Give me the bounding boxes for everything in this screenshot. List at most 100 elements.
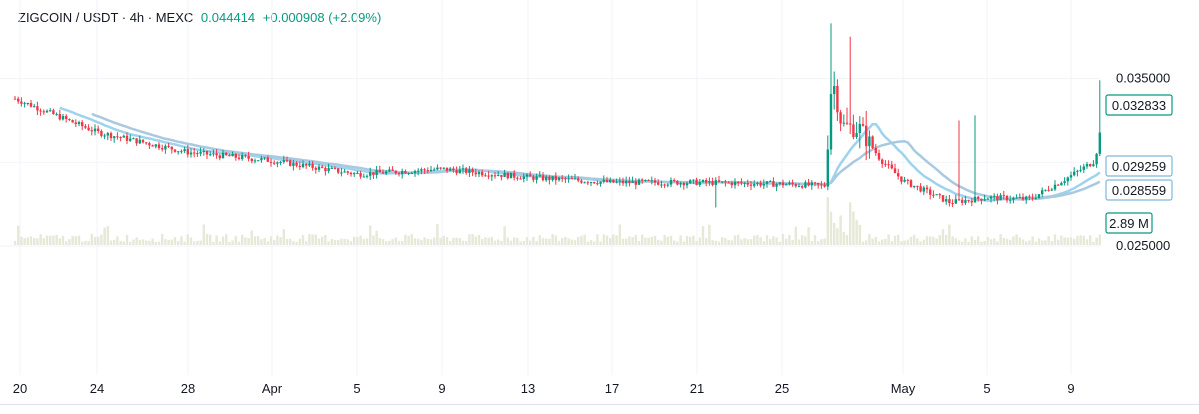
candle-body[interactable] — [250, 158, 253, 162]
candle-body[interactable] — [141, 139, 145, 143]
candle-body[interactable] — [628, 180, 631, 183]
candle-body[interactable] — [311, 163, 314, 168]
candle-body[interactable] — [1060, 182, 1063, 186]
candle-body[interactable] — [1009, 199, 1012, 201]
candle-body[interactable] — [564, 178, 567, 180]
candle-body[interactable] — [845, 122, 849, 124]
candle-body[interactable] — [935, 194, 938, 196]
candle-body[interactable] — [474, 172, 477, 175]
candle-body[interactable] — [660, 184, 663, 186]
candle-body[interactable] — [925, 187, 929, 190]
candle-body[interactable] — [653, 180, 657, 183]
candle-body[interactable] — [721, 181, 724, 183]
candle-body[interactable] — [836, 86, 839, 113]
candle-body[interactable] — [106, 133, 109, 136]
candle-body[interactable] — [429, 169, 433, 172]
candle-body[interactable] — [164, 145, 167, 150]
candle-body[interactable] — [397, 173, 401, 175]
candle-body[interactable] — [682, 182, 685, 186]
candle-body[interactable] — [637, 179, 641, 185]
candle-body[interactable] — [743, 182, 746, 184]
candle-body[interactable] — [1053, 184, 1057, 190]
candle-body[interactable] — [580, 180, 583, 183]
candle-body[interactable] — [727, 182, 730, 184]
candle-body[interactable] — [17, 98, 20, 102]
candle-body[interactable] — [612, 179, 615, 183]
candle-body[interactable] — [698, 181, 701, 185]
candle-body[interactable] — [385, 171, 388, 174]
candle-body[interactable] — [442, 167, 445, 169]
candle-body[interactable] — [401, 171, 404, 175]
candle-body[interactable] — [1021, 197, 1025, 200]
candle-body[interactable] — [337, 168, 340, 173]
candle-body[interactable] — [919, 186, 922, 192]
candle-body[interactable] — [801, 186, 804, 188]
candle-body[interactable] — [183, 149, 186, 152]
candle-body[interactable] — [519, 178, 522, 180]
candle-body[interactable] — [1079, 169, 1082, 171]
candle-body[interactable] — [602, 179, 605, 182]
candle-body[interactable] — [490, 175, 493, 177]
candle-body[interactable] — [68, 118, 71, 120]
candle-body[interactable] — [916, 185, 919, 187]
candle-body[interactable] — [957, 199, 961, 201]
candle-body[interactable] — [452, 168, 455, 171]
candle-body[interactable] — [468, 169, 471, 173]
candle-body[interactable] — [263, 157, 266, 159]
candle-body[interactable] — [173, 149, 177, 152]
candle-body[interactable] — [973, 196, 977, 203]
candle-body[interactable] — [631, 181, 634, 183]
candle-body[interactable] — [372, 172, 375, 175]
candle-body[interactable] — [791, 182, 794, 185]
candle-body[interactable] — [817, 182, 820, 185]
candle-body[interactable] — [874, 148, 877, 154]
candle-body[interactable] — [967, 200, 970, 202]
candle-body[interactable] — [180, 151, 183, 153]
candle-body[interactable] — [701, 180, 705, 182]
candle-body[interactable] — [381, 172, 385, 174]
candle-body[interactable] — [583, 182, 586, 184]
candle-body[interactable] — [333, 167, 337, 169]
candle-body[interactable] — [154, 144, 157, 147]
candle-body[interactable] — [205, 150, 209, 155]
candle-body[interactable] — [797, 186, 801, 188]
candle-body[interactable] — [1044, 189, 1047, 191]
candle-body[interactable] — [1037, 194, 1041, 198]
candle-body[interactable] — [903, 179, 906, 182]
candle-body[interactable] — [330, 167, 333, 169]
candle-body[interactable] — [522, 176, 525, 180]
candle-body[interactable] — [833, 86, 836, 95]
candle-body[interactable] — [244, 155, 247, 157]
candle-body[interactable] — [945, 199, 948, 202]
candle-body[interactable] — [343, 171, 346, 173]
candle-body[interactable] — [87, 127, 90, 131]
candle-body[interactable] — [20, 101, 23, 104]
candle-body[interactable] — [125, 135, 129, 141]
candle-body[interactable] — [554, 176, 557, 181]
candle-body[interactable] — [365, 175, 369, 177]
candle-body[interactable] — [999, 195, 1002, 201]
candle-body[interactable] — [45, 110, 49, 113]
candle-body[interactable] — [1047, 189, 1050, 191]
candle-body[interactable] — [769, 181, 772, 183]
candle-body[interactable] — [1057, 184, 1060, 186]
candle-body[interactable] — [794, 184, 797, 187]
candle-body[interactable] — [71, 119, 74, 123]
candle-body[interactable] — [1015, 197, 1018, 199]
candle-body[interactable] — [871, 136, 874, 149]
candle-body[interactable] — [193, 152, 196, 154]
candle-body[interactable] — [39, 110, 42, 112]
candle-body[interactable] — [129, 138, 132, 141]
candle-body[interactable] — [897, 173, 900, 177]
candle-body[interactable] — [308, 163, 311, 166]
candle-body[interactable] — [458, 169, 461, 174]
candle-body[interactable] — [465, 168, 468, 173]
candle-body[interactable] — [138, 139, 141, 144]
candle-body[interactable] — [26, 102, 29, 104]
candle-body[interactable] — [167, 145, 170, 147]
candle-body[interactable] — [970, 200, 973, 203]
candle-body[interactable] — [327, 168, 330, 172]
candle-body[interactable] — [996, 195, 999, 201]
candle-body[interactable] — [231, 154, 234, 157]
